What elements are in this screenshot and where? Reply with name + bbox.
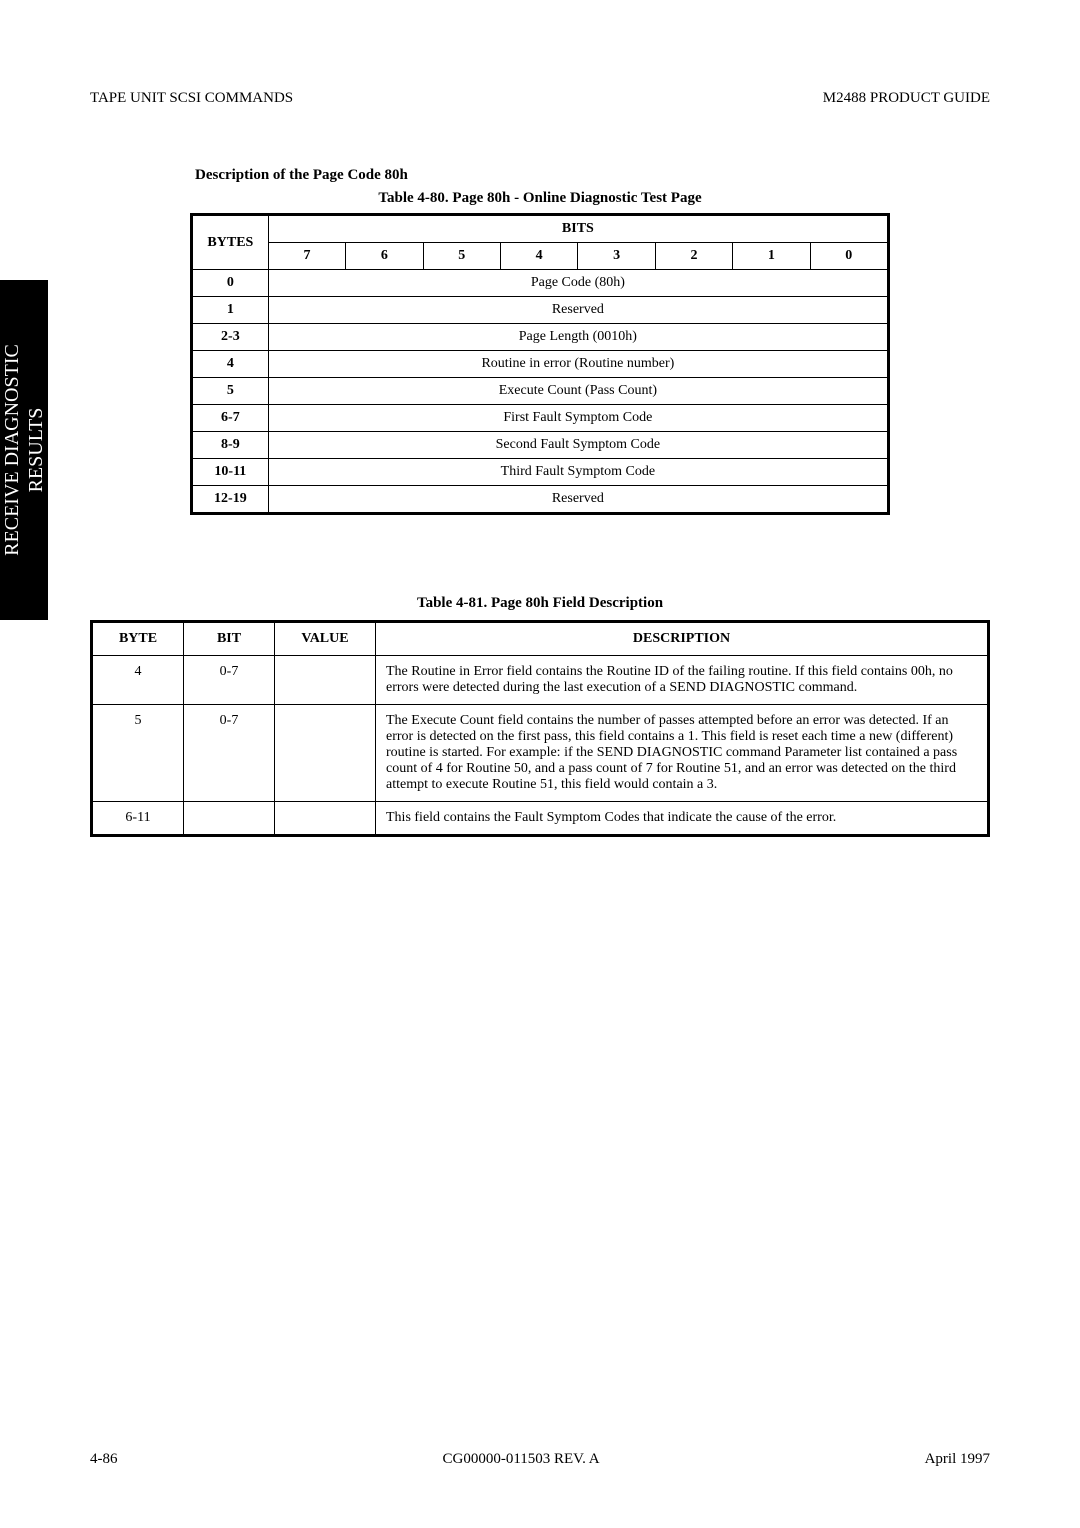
byte-cell: 2-3: [192, 324, 269, 351]
row-text: Reserved: [268, 297, 888, 324]
bit-h-7: 7: [268, 243, 345, 270]
bits-header-row: BYTES BITS: [192, 215, 889, 243]
desc-h-desc: DESCRIPTION: [376, 622, 989, 656]
section-title: Description of the Page Code 80h: [195, 167, 990, 184]
byte-cell: 12-19: [192, 486, 269, 514]
bit-h-5: 5: [423, 243, 500, 270]
page-footer: 4-86 CG00000-011503 REV. A April 1997: [90, 1451, 990, 1468]
table-row: 5Execute Count (Pass Count): [192, 378, 889, 405]
byte-cell: 6-7: [192, 405, 269, 432]
row-text: Third Fault Symptom Code: [268, 459, 888, 486]
row-text: Second Fault Symptom Code: [268, 432, 888, 459]
footer-right: April 1997: [925, 1451, 990, 1468]
row-text: Execute Count (Pass Count): [268, 378, 888, 405]
bytes-header: BYTES: [192, 215, 269, 270]
desc-value: [275, 705, 376, 802]
header-right: M2488 PRODUCT GUIDE: [823, 90, 990, 107]
page-header: TAPE UNIT SCSI COMMANDS M2488 PRODUCT GU…: [90, 90, 990, 107]
table1-caption: Table 4-80. Page 80h - Online Diagnostic…: [90, 190, 990, 207]
table-row: 6-11 This field contains the Fault Sympt…: [92, 802, 989, 836]
bit-h-3: 3: [578, 243, 655, 270]
desc-value: [275, 802, 376, 836]
table-row: 6-7First Fault Symptom Code: [192, 405, 889, 432]
desc-byte: 6-11: [92, 802, 184, 836]
desc-text: The Execute Count field contains the num…: [376, 705, 989, 802]
desc-bit: [184, 802, 275, 836]
table-row: 1Reserved: [192, 297, 889, 324]
table-row: 4 0-7 The Routine in Error field contain…: [92, 656, 989, 705]
desc-byte: 5: [92, 705, 184, 802]
byte-cell: 5: [192, 378, 269, 405]
table-row: 2-3Page Length (0010h): [192, 324, 889, 351]
description-table: BYTE BIT VALUE DESCRIPTION 4 0-7 The Rou…: [90, 620, 990, 837]
desc-text: This field contains the Fault Symptom Co…: [376, 802, 989, 836]
desc-value: [275, 656, 376, 705]
byte-cell: 0: [192, 270, 269, 297]
table-row: 8-9Second Fault Symptom Code: [192, 432, 889, 459]
row-text: Page Code (80h): [268, 270, 888, 297]
byte-cell: 10-11: [192, 459, 269, 486]
desc-bit: 0-7: [184, 656, 275, 705]
byte-cell: 1: [192, 297, 269, 324]
table-row: 10-11Third Fault Symptom Code: [192, 459, 889, 486]
table2-caption: Table 4-81. Page 80h Field Description: [90, 595, 990, 612]
table-row: 5 0-7 The Execute Count field contains t…: [92, 705, 989, 802]
byte-cell: 4: [192, 351, 269, 378]
table-row: 0Page Code (80h): [192, 270, 889, 297]
row-text: Reserved: [268, 486, 888, 514]
byte-cell: 8-9: [192, 432, 269, 459]
bit-h-1: 1: [733, 243, 810, 270]
desc-h-byte: BYTE: [92, 622, 184, 656]
bit-h-6: 6: [346, 243, 423, 270]
desc-bit: 0-7: [184, 705, 275, 802]
bit-numbers-row: 7 6 5 4 3 2 1 0: [192, 243, 889, 270]
desc-header-row: BYTE BIT VALUE DESCRIPTION: [92, 622, 989, 656]
footer-left: 4-86: [90, 1451, 118, 1468]
page-content: TAPE UNIT SCSI COMMANDS M2488 PRODUCT GU…: [0, 0, 1080, 837]
bits-header: BITS: [268, 215, 888, 243]
desc-h-bit: BIT: [184, 622, 275, 656]
table-row: 4Routine in error (Routine number): [192, 351, 889, 378]
bit-h-0: 0: [810, 243, 888, 270]
desc-byte: 4: [92, 656, 184, 705]
desc-text: The Routine in Error field contains the …: [376, 656, 989, 705]
bits-table: BYTES BITS 7 6 5 4 3 2 1 0 0Page Code (8…: [190, 213, 890, 515]
row-text: First Fault Symptom Code: [268, 405, 888, 432]
desc-h-value: VALUE: [275, 622, 376, 656]
footer-center: CG00000-011503 REV. A: [442, 1451, 599, 1468]
header-left: TAPE UNIT SCSI COMMANDS: [90, 90, 293, 107]
bit-h-4: 4: [500, 243, 577, 270]
bit-h-2: 2: [655, 243, 732, 270]
row-text: Routine in error (Routine number): [268, 351, 888, 378]
table-row: 12-19Reserved: [192, 486, 889, 514]
row-text: Page Length (0010h): [268, 324, 888, 351]
